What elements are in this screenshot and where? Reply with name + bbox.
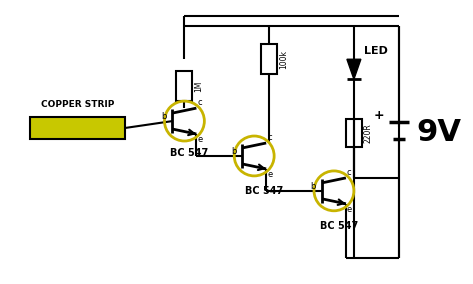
Text: BC 547: BC 547 xyxy=(170,148,209,158)
Text: e: e xyxy=(347,205,352,214)
Polygon shape xyxy=(347,59,361,79)
Bar xyxy=(30,117,124,139)
Bar xyxy=(176,71,193,101)
Text: b: b xyxy=(231,147,236,156)
Text: c: c xyxy=(267,133,272,142)
Text: b: b xyxy=(311,182,316,191)
Bar xyxy=(261,44,277,74)
Text: 100k: 100k xyxy=(279,50,288,69)
Text: 1M: 1M xyxy=(194,80,203,92)
Text: b: b xyxy=(161,112,166,121)
Text: COPPER STRIP: COPPER STRIP xyxy=(41,100,114,109)
Text: BC 547: BC 547 xyxy=(320,221,358,231)
Text: c: c xyxy=(197,98,202,107)
Text: 9V: 9V xyxy=(417,118,462,147)
Text: LED: LED xyxy=(364,46,388,56)
Text: 220R: 220R xyxy=(364,123,373,143)
Text: +: + xyxy=(373,109,384,122)
Text: e: e xyxy=(267,170,272,179)
Text: e: e xyxy=(197,135,202,144)
Text: BC 547: BC 547 xyxy=(245,186,283,196)
Bar xyxy=(346,119,362,147)
Text: c: c xyxy=(347,168,351,177)
